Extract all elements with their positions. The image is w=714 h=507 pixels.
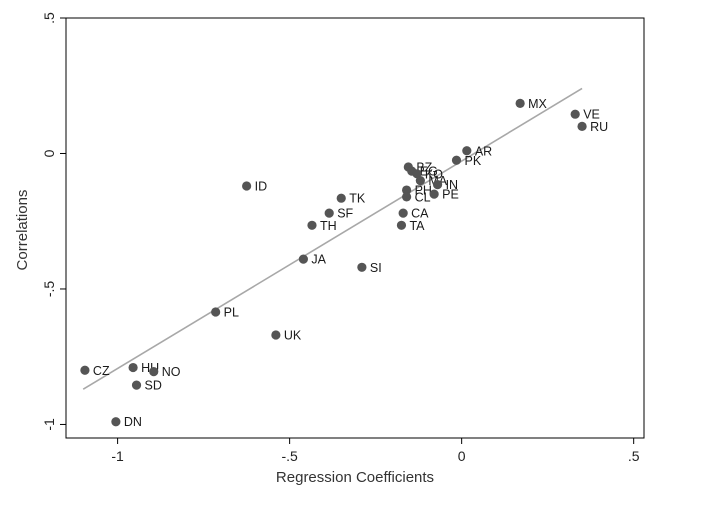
- data-points: MXVERUARPKBZEGKOMAINPHPECLIDTKSFCATHTAJA…: [80, 97, 608, 429]
- x-axis: -1 -.5 0 .5: [111, 438, 640, 464]
- data-point-th: [307, 220, 317, 230]
- data-point-ca: [398, 208, 408, 218]
- point-label-th: TH: [320, 219, 337, 233]
- point-label-ja: JA: [311, 253, 326, 267]
- point-label-ru: RU: [590, 120, 608, 134]
- point-label-cz: CZ: [93, 364, 110, 378]
- y-axis-title: Correlations: [14, 190, 31, 271]
- data-point-cz: [80, 365, 90, 375]
- point-label-ca: CA: [411, 207, 429, 221]
- data-point-pe: [429, 189, 439, 199]
- data-point-hu: [128, 362, 138, 373]
- y-tick-label: -1: [41, 418, 57, 431]
- point-label-uk: UK: [284, 329, 302, 343]
- data-point-pl: [211, 307, 221, 317]
- data-point-mx: [515, 98, 525, 108]
- point-label-ve: VE: [583, 108, 600, 122]
- point-label-sf: SF: [337, 207, 353, 221]
- data-point-uk: [271, 330, 281, 340]
- y-tick-label: 0: [41, 149, 57, 157]
- data-point-ar: [462, 146, 472, 156]
- data-point-ph: [402, 185, 412, 195]
- point-label-dn: DN: [124, 415, 142, 429]
- data-point-ko: [412, 169, 422, 179]
- point-label-ar: AR: [475, 144, 492, 158]
- point-label-eg: EG: [420, 165, 438, 179]
- y-axis: -1 -.5 0 .5: [41, 12, 66, 431]
- point-label-no: NO: [162, 365, 181, 379]
- data-point-sd: [131, 380, 142, 390]
- data-point-no: [149, 367, 159, 377]
- data-point-sf: [324, 208, 334, 218]
- data-point-cl: [402, 192, 412, 202]
- point-label-ph: PH: [415, 184, 432, 198]
- point-label-id: ID: [255, 180, 268, 194]
- point-label-cl: CL: [415, 190, 431, 204]
- point-label-pe: PE: [442, 188, 459, 202]
- x-axis-title: Regression Coefficients: [276, 469, 434, 486]
- data-point-in: [432, 180, 443, 190]
- data-point-ve: [570, 109, 580, 119]
- data-point-tk: [336, 193, 346, 203]
- point-label-ta: TA: [409, 219, 425, 233]
- point-label-si: SI: [370, 261, 382, 275]
- x-tick-label: .5: [628, 448, 640, 464]
- plot-area-frame: [65, 17, 645, 439]
- fit-line-group: [82, 87, 583, 390]
- data-point-ru: [577, 121, 587, 131]
- point-label-mx: MX: [528, 97, 547, 111]
- data-point-si: [357, 262, 367, 272]
- point-label-pl: PL: [224, 306, 239, 320]
- data-point-ta: [396, 220, 407, 230]
- point-label-ko: KO: [425, 167, 443, 181]
- y-tick-label: .5: [41, 12, 57, 24]
- x-tick-label: -1: [111, 448, 124, 464]
- point-label-tk: TK: [349, 192, 366, 206]
- fit-line: [82, 87, 583, 390]
- y-tick-label: -.5: [41, 281, 57, 298]
- data-point-dn: [111, 417, 121, 427]
- point-label-pk: PK: [464, 154, 481, 168]
- data-point-ja: [298, 254, 308, 264]
- x-tick-label: 0: [458, 448, 466, 464]
- data-point-pk: [451, 155, 462, 165]
- point-label-in: IN: [446, 178, 459, 192]
- data-point-id: [242, 181, 252, 191]
- point-label-sd: SD: [145, 379, 162, 393]
- data-point-ma: [415, 175, 425, 186]
- x-tick-label: -.5: [281, 448, 298, 464]
